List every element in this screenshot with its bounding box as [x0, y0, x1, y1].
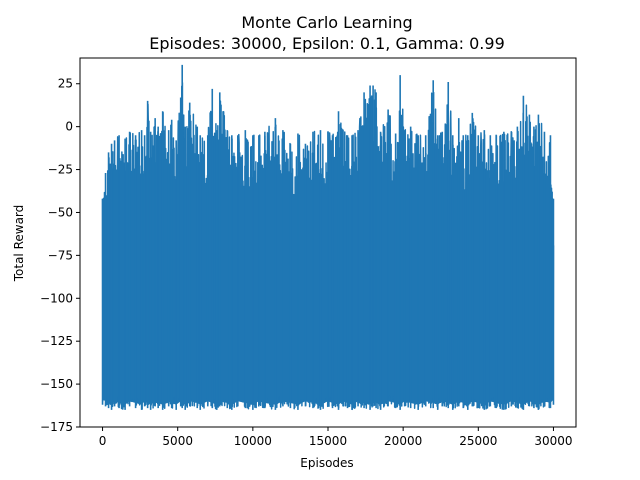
x-tick-label: 30000: [534, 434, 572, 448]
y-axis-label: Total Reward: [12, 205, 26, 283]
y-tick-label: 25: [58, 77, 73, 91]
chart-title: Monte Carlo Learning: [241, 13, 412, 32]
chart-subtitle: Episodes: 30000, Epsilon: 0.1, Gamma: 0.…: [149, 34, 505, 53]
series-group: [101, 64, 555, 411]
y-tick-label: −150: [40, 377, 73, 391]
x-axis-label: Episodes: [300, 456, 353, 470]
x-tick-label: 5000: [162, 434, 193, 448]
x-tick-label: 25000: [459, 434, 497, 448]
y-tick-label: −125: [40, 334, 73, 348]
x-tick-label: 10000: [234, 434, 272, 448]
y-tick-label: −175: [40, 420, 73, 434]
y-tick-label: −25: [48, 163, 73, 177]
x-tick-label: 20000: [384, 434, 422, 448]
x-tick-label: 0: [99, 434, 107, 448]
y-tick-label: −75: [48, 248, 73, 262]
series-peaks: [101, 64, 555, 410]
y-tick-label: 0: [65, 120, 73, 134]
y-tick-label: −50: [48, 205, 73, 219]
plot-layer: [101, 64, 555, 411]
axes-layer: 0 5000 10000 15000 20000 25000 30000 25 0 −25 −50 −…: [40, 57, 577, 448]
x-tick-label: 15000: [309, 434, 347, 448]
y-tick-label: −100: [40, 291, 73, 305]
